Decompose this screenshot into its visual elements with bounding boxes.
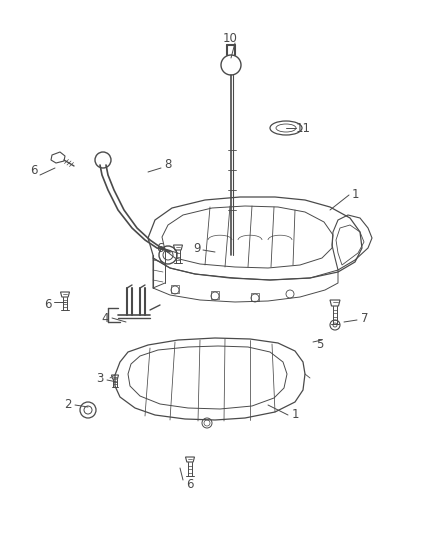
Text: 10: 10 bbox=[223, 31, 237, 44]
Text: 6: 6 bbox=[186, 479, 194, 491]
Text: 1: 1 bbox=[291, 408, 299, 422]
Text: 9: 9 bbox=[193, 241, 201, 254]
Text: 7: 7 bbox=[361, 311, 369, 325]
Text: 4: 4 bbox=[101, 311, 109, 325]
Text: 11: 11 bbox=[296, 122, 311, 134]
Text: 6: 6 bbox=[44, 298, 52, 311]
Text: 3: 3 bbox=[96, 372, 104, 384]
Text: 8: 8 bbox=[164, 158, 172, 172]
Text: 5: 5 bbox=[316, 338, 324, 351]
Text: 6: 6 bbox=[30, 164, 38, 176]
Text: 1: 1 bbox=[351, 189, 359, 201]
Text: 6: 6 bbox=[156, 241, 164, 254]
Text: 2: 2 bbox=[64, 399, 72, 411]
